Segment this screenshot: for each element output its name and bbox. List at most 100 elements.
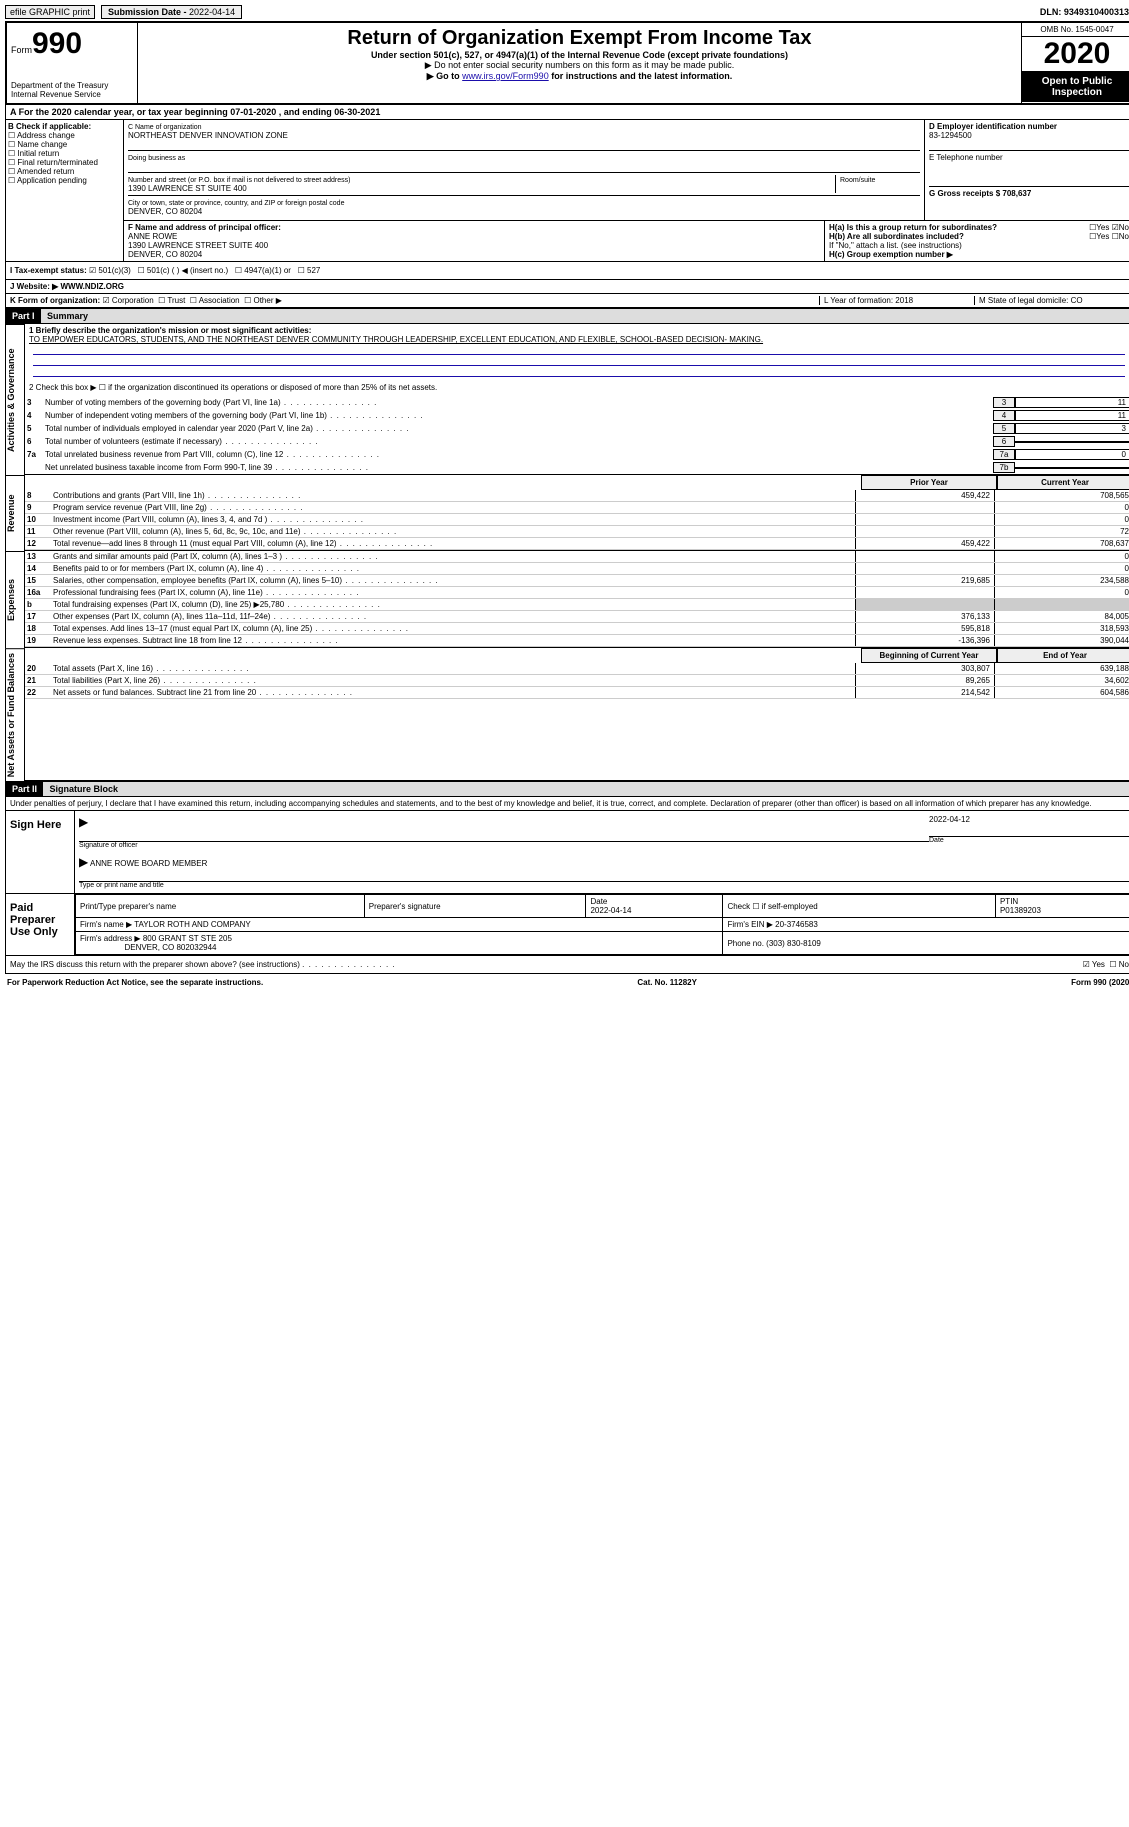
mission-line bbox=[33, 355, 1125, 366]
table-row: Net unrelated business taxable income fr… bbox=[25, 461, 1129, 474]
note2-pre: ▶ Go to bbox=[427, 71, 462, 81]
end-year-header: End of Year bbox=[997, 648, 1129, 663]
box-b-opt-name[interactable]: ☐ Name change bbox=[8, 140, 121, 149]
form-header: Form990 Department of the Treasury Inter… bbox=[5, 21, 1129, 105]
officer-addr2: DENVER, CO 80204 bbox=[128, 250, 202, 259]
table-row: 19Revenue less expenses. Subtract line 1… bbox=[25, 635, 1129, 647]
top-bar: efile GRAPHIC print Submission Date - 20… bbox=[5, 5, 1129, 19]
row-k-lm: K Form of organization: ☑ Corporation ☐ … bbox=[5, 294, 1129, 308]
box-b-opt-final[interactable]: ☐ Final return/terminated bbox=[8, 158, 121, 167]
table-row: 14Benefits paid to or for members (Part … bbox=[25, 563, 1129, 575]
table-row: 9Program service revenue (Part VIII, lin… bbox=[25, 502, 1129, 514]
form-note-2: ▶ Go to www.irs.gov/Form990 for instruct… bbox=[144, 71, 1015, 82]
tax-exempt-label: I Tax-exempt status: bbox=[10, 266, 87, 275]
open-public-badge: Open to Public Inspection bbox=[1022, 72, 1129, 102]
mission-line bbox=[33, 366, 1125, 377]
part-2-label: Part II bbox=[6, 782, 43, 796]
box-b-opt-initial[interactable]: ☐ Initial return bbox=[8, 149, 121, 158]
current-year-header: Current Year bbox=[997, 475, 1129, 490]
footer-left: For Paperwork Reduction Act Notice, see … bbox=[7, 978, 263, 987]
officer-printed-name: ANNE ROWE BOARD MEMBER bbox=[90, 859, 207, 868]
tax-year: 2020 bbox=[1022, 37, 1129, 72]
table-row: 3Number of voting members of the governi… bbox=[25, 396, 1129, 409]
firm-ein: 20-3746583 bbox=[775, 920, 818, 929]
table-row: 8Contributions and grants (Part VIII, li… bbox=[25, 490, 1129, 502]
table-row: 18Total expenses. Add lines 13–17 (must … bbox=[25, 623, 1129, 635]
side-label-expenses: Expenses bbox=[5, 551, 25, 648]
table-row: bTotal fundraising expenses (Part IX, co… bbox=[25, 599, 1129, 611]
street-value: 1390 LAWRENCE ST SUITE 400 bbox=[128, 184, 247, 193]
box-d-label: D Employer identification number bbox=[929, 122, 1057, 131]
year-formation: L Year of formation: 2018 bbox=[819, 296, 974, 305]
prep-date: 2022-04-14 bbox=[590, 906, 631, 915]
side-label-governance: Activities & Governance bbox=[5, 324, 25, 475]
begin-year-header: Beginning of Current Year bbox=[861, 648, 997, 663]
submission-date-label: Submission Date - bbox=[108, 7, 189, 17]
form-title: Return of Organization Exempt From Incom… bbox=[144, 27, 1015, 50]
box-h: H(a) Is this a group return for subordin… bbox=[825, 221, 1129, 261]
submission-date-value: 2022-04-14 bbox=[189, 7, 235, 17]
part-2-header: Part II Signature Block bbox=[5, 781, 1129, 797]
paid-preparer-label: Paid Preparer Use Only bbox=[6, 894, 74, 955]
signature-date: 2022-04-12 bbox=[929, 815, 970, 824]
box-b-opt-pending[interactable]: ☐ Application pending bbox=[8, 176, 121, 185]
part-1-header: Part I Summary bbox=[5, 308, 1129, 324]
header-title-block: Return of Organization Exempt From Incom… bbox=[138, 23, 1021, 103]
website-label: J Website: ▶ WWW.NDIZ.ORG bbox=[10, 282, 124, 291]
mission-line bbox=[33, 344, 1125, 355]
row-j: J Website: ▶ WWW.NDIZ.ORG bbox=[5, 280, 1129, 294]
side-label-revenue: Revenue bbox=[5, 475, 25, 551]
discuss-question: May the IRS discuss this return with the… bbox=[10, 960, 300, 969]
box-f: F Name and address of principal officer:… bbox=[124, 221, 825, 261]
self-employed-check[interactable]: Check ☐ if self-employed bbox=[723, 895, 996, 918]
box-b-opt-amended[interactable]: ☐ Amended return bbox=[8, 167, 121, 176]
officer-addr1: 1390 LAWRENCE STREET SUITE 400 bbox=[128, 241, 268, 250]
date-label: Date bbox=[929, 836, 1129, 844]
city-label: City or town, state or province, country… bbox=[128, 200, 344, 207]
part-1-title: Summary bbox=[43, 311, 88, 321]
table-row: 13Grants and similar amounts paid (Part … bbox=[25, 551, 1129, 563]
table-row: 20Total assets (Part X, line 16)303,8076… bbox=[25, 663, 1129, 675]
h-c-label: H(c) Group exemption number ▶ bbox=[829, 250, 953, 259]
department-label: Department of the Treasury Internal Reve… bbox=[11, 81, 133, 99]
irs-link[interactable]: www.irs.gov/Form990 bbox=[462, 71, 549, 81]
table-row: 16aProfessional fundraising fees (Part I… bbox=[25, 587, 1129, 599]
box-g: G Gross receipts $ 708,637 bbox=[929, 189, 1031, 198]
footer-form: Form 990 (2020) bbox=[1071, 978, 1129, 987]
page-footer: For Paperwork Reduction Act Notice, see … bbox=[5, 974, 1129, 991]
arrow-icon: ▶ bbox=[79, 855, 88, 869]
table-row: 6Total number of volunteers (estimate if… bbox=[25, 435, 1129, 448]
firm-name: TAYLOR ROTH AND COMPANY bbox=[134, 920, 250, 929]
state-domicile: M State of legal domicile: CO bbox=[974, 296, 1129, 305]
table-row: 22Net assets or fund balances. Subtract … bbox=[25, 687, 1129, 699]
officer-name: ANNE ROWE bbox=[128, 232, 177, 241]
side-label-netassets: Net Assets or Fund Balances bbox=[5, 648, 25, 781]
section-a-text: A For the 2020 calendar year, or tax yea… bbox=[10, 107, 380, 117]
preparer-table: Print/Type preparer's name Preparer's si… bbox=[75, 894, 1129, 955]
efile-print-button[interactable]: efile GRAPHIC print bbox=[5, 5, 95, 19]
box-f-label: F Name and address of principal officer: bbox=[128, 223, 281, 232]
table-row: 11Other revenue (Part VIII, column (A), … bbox=[25, 526, 1129, 538]
city-value: DENVER, CO 80204 bbox=[128, 207, 202, 216]
h-b-note: If "No," attach a list. (see instruction… bbox=[829, 241, 1129, 250]
table-row: 12Total revenue—add lines 8 through 11 (… bbox=[25, 538, 1129, 550]
firm-phone: (303) 830-8109 bbox=[766, 939, 821, 948]
box-b: B Check if applicable: ☐ Address change … bbox=[6, 120, 124, 261]
prep-name-label: Print/Type preparer's name bbox=[76, 895, 365, 918]
box-e-label: E Telephone number bbox=[929, 153, 1003, 162]
firm-city: DENVER, CO 802032944 bbox=[124, 943, 216, 952]
h-b-label: H(b) Are all subordinates included? bbox=[829, 232, 964, 241]
year-box: OMB No. 1545-0047 2020 Open to Public In… bbox=[1021, 23, 1129, 103]
declaration-text: Under penalties of perjury, I declare th… bbox=[6, 797, 1129, 810]
box-b-opt-address[interactable]: ☐ Address change bbox=[8, 131, 121, 140]
street-label: Number and street (or P.O. box if mail i… bbox=[128, 177, 350, 184]
form-number: 990 bbox=[32, 27, 82, 60]
prior-year-header: Prior Year bbox=[861, 475, 997, 490]
ein-value: 83-1294500 bbox=[929, 131, 972, 140]
dln-number: DLN: 93493104003132 bbox=[1040, 7, 1129, 17]
table-row: 15Salaries, other compensation, employee… bbox=[25, 575, 1129, 587]
mission-text: TO EMPOWER EDUCATORS, STUDENTS, AND THE … bbox=[29, 335, 763, 344]
type-name-label: Type or print name and title bbox=[79, 881, 1129, 889]
dba-label: Doing business as bbox=[128, 155, 185, 162]
row-i: I Tax-exempt status: ☑ 501(c)(3) ☐ 501(c… bbox=[5, 262, 1129, 280]
